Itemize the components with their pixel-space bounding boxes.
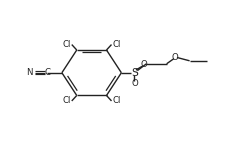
Text: Cl: Cl: [113, 96, 121, 105]
Text: O: O: [140, 60, 147, 69]
Text: S: S: [131, 69, 138, 78]
Text: O: O: [131, 79, 138, 88]
Text: C: C: [44, 68, 50, 77]
Text: N: N: [26, 68, 33, 77]
Text: Cl: Cl: [62, 40, 71, 49]
Text: O: O: [172, 52, 179, 62]
Text: Cl: Cl: [62, 96, 71, 105]
Text: Cl: Cl: [113, 40, 121, 49]
